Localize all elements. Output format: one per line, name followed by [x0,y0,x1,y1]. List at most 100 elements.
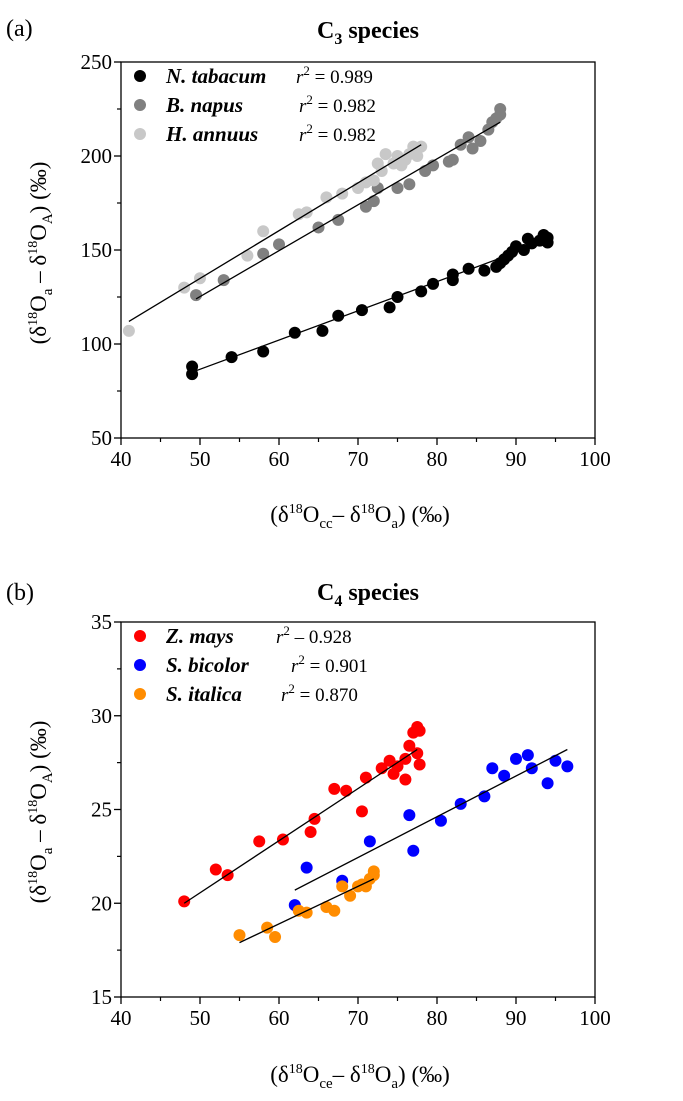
panel-a-y-axis-title: (δ18Oa – δ18OA) (‰) [26,162,56,345]
data-point [340,784,353,797]
data-point [413,758,426,771]
legend-r2-value: r2 = 0.989 [296,63,373,88]
legend-series-name: N. tabacum [165,64,266,88]
fit-line [294,748,568,891]
legend-marker [134,630,146,642]
x-tick-label: 100 [579,447,611,471]
legend-series-name: S. bicolor [166,653,250,677]
data-point [478,264,491,277]
legend-r2-value: r2 – 0.928 [276,623,352,648]
data-point [462,131,475,144]
legend-r2-value: r2 = 0.982 [299,92,376,117]
data-point [427,277,440,290]
data-point [336,880,349,893]
x-tick-label: 50 [190,1006,211,1030]
data-point [561,760,574,773]
data-point [332,213,345,226]
panel-b-y-axis-title: (δ18Oa – δ18OA) (‰) [26,721,56,904]
data-point [391,181,404,194]
data-point [399,773,412,786]
y-tick-label: 30 [91,704,112,728]
data-point [367,195,380,208]
x-tick-label: 40 [111,447,132,471]
data-point [257,225,270,238]
data-point [363,835,376,848]
data-point [474,134,487,147]
data-point [391,760,404,773]
legend: N. tabacum r2 = 0.989 B. napus r2 = 0.982 H.… [134,63,376,146]
y-tick-label: 250 [81,50,113,74]
panel-b-label: (b) [6,580,34,606]
legend-series-name: B. napus [165,93,243,117]
data-point [367,865,380,878]
legend-r2-value: r2 = 0.982 [299,121,376,146]
data-point [241,249,254,262]
y-tick-label: 50 [91,426,112,450]
data-point [411,150,424,162]
data-point [233,929,246,942]
data-point [359,771,372,784]
data-point [190,289,203,302]
data-point [521,749,534,762]
data-point [462,262,475,275]
y-tick-label: 100 [81,332,113,356]
x-tick-label: 60 [269,1006,290,1030]
legend-series-name: Z. mays [165,624,234,648]
panel-a: (a) C3 species (δ18Occ– δ18Oa) (‰) (δ18O… [6,16,611,532]
y-tick-label: 200 [81,144,113,168]
data-point [122,324,135,337]
panel-b-x-axis-title: (δ18Oce– δ18Oa) (‰) [270,1062,450,1092]
data-point [253,835,266,848]
x-tick-label: 70 [348,1006,369,1030]
data-point [466,142,479,155]
y-tick-label: 35 [91,610,112,634]
data-point [403,739,416,752]
panel-b-plot-area: 40 50 60 70 80 90 100 15 20 25 30 35 Z. mays r2 – 0.9… [91,610,611,1030]
legend-marker [134,70,146,82]
data-point [269,931,282,943]
data-point [328,904,341,917]
data-point [367,174,380,187]
data-point [549,754,562,767]
data-point [434,814,447,827]
data-point [375,165,388,178]
y-tick-label: 25 [91,798,112,822]
legend-series-name: H. annuus [165,122,258,146]
data-point [403,178,416,191]
legend-marker [134,688,146,700]
fit-line [183,748,418,904]
x-tick-label: 90 [506,447,527,471]
data-point [391,291,404,303]
data-point [217,274,230,287]
fit-line [239,878,375,944]
x-tick-label: 60 [269,447,290,471]
data-point [257,345,270,358]
y-tick-label: 15 [91,985,112,1009]
legend-r2-value: r2 = 0.870 [281,681,358,706]
data-point [273,238,285,251]
data-point [379,148,392,161]
data-point [415,140,428,153]
data-point [178,895,191,908]
fit-line [128,144,422,322]
y-tick-label: 150 [81,238,113,262]
data-point [541,777,554,790]
data-point [413,724,426,737]
panel-a-title: C3 species [317,18,419,48]
data-point [300,861,313,874]
x-tick-label: 70 [348,447,369,471]
x-tick-label: 80 [427,447,448,471]
legend-r2-value: r2 = 0.901 [291,652,368,677]
data-point [355,304,368,317]
data-point [510,752,522,765]
data-point [209,863,222,876]
fit-line [195,121,501,300]
legend-marker [134,659,146,671]
data-point [494,103,507,115]
panel-b: (b) C4 species (δ18Oce– δ18Oa) (‰) (δ18O… [6,580,611,1092]
data-point [486,762,499,775]
panel-b-title: C4 species [317,580,419,610]
x-tick-label: 90 [506,1006,527,1030]
data-point [383,301,396,314]
